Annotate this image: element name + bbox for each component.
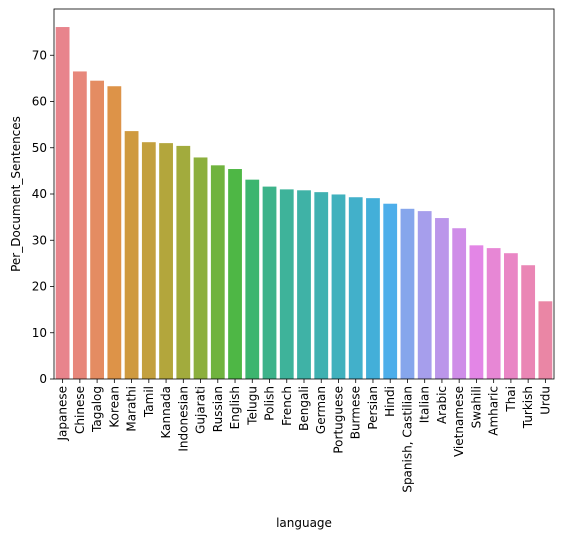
x-tick-label: English [228, 386, 242, 429]
y-tick-label: 60 [32, 95, 47, 109]
bar-1 [72, 71, 87, 379]
x-tick-label: German [314, 386, 328, 434]
bar-28 [538, 301, 553, 379]
y-tick-label: 0 [39, 372, 47, 386]
bar-12 [262, 186, 277, 379]
x-tick-label: Persian [366, 386, 380, 430]
bar-10 [228, 169, 242, 379]
x-tick-label: Indonesian [176, 386, 190, 452]
bar-24 [469, 245, 484, 379]
x-tick-label: Portuguese [331, 386, 345, 454]
bar-17 [348, 197, 363, 379]
bar-8 [193, 157, 208, 379]
bar-15 [314, 192, 329, 379]
bar-13 [279, 189, 294, 379]
bar-5 [141, 142, 156, 379]
bar-27 [521, 265, 536, 379]
x-tick-label: Italian [418, 386, 432, 423]
x-tick-label: Polish [263, 386, 277, 421]
bar-0 [55, 27, 70, 379]
x-tick-label: Bengali [297, 386, 311, 431]
x-tick-label: Tagalog [90, 386, 104, 433]
x-tick-label: Russian [211, 386, 225, 432]
bar-4 [124, 131, 139, 379]
x-axis-label: language [276, 516, 332, 530]
bars-group [55, 27, 553, 380]
x-tick-label: Arabic [435, 386, 449, 424]
x-tick-label: Spanish, Castilian [400, 386, 414, 493]
bar-3 [107, 86, 122, 380]
x-tick-label: Gujarati [194, 386, 208, 434]
y-tick-label: 10 [32, 326, 47, 340]
y-tick-label: 30 [32, 233, 47, 247]
y-tick-label: 70 [32, 48, 47, 62]
x-tick-label: Vietnamese [452, 386, 466, 457]
x-tick-label: Amharic [487, 386, 501, 436]
bar-26 [504, 253, 518, 379]
x-tick-label: Chinese [73, 386, 87, 434]
y-tick-label: 20 [32, 280, 47, 294]
y-tick-label: 40 [32, 187, 47, 201]
bar-20 [400, 208, 415, 379]
x-tick-label: Urdu [538, 386, 552, 415]
x-tick-label: Turkish [521, 386, 535, 429]
bar-19 [383, 203, 398, 379]
bar-18 [366, 198, 380, 379]
bar-14 [297, 190, 311, 379]
bar-9 [210, 165, 225, 379]
bar-21 [417, 211, 432, 379]
x-tick-label: Korean [107, 386, 121, 428]
x-tick-label: Hindi [383, 386, 397, 417]
y-axis: 0 10 20 30 40 50 60 70 [32, 48, 54, 386]
y-tick-label: 50 [32, 141, 47, 155]
x-tick-label: French [280, 386, 294, 426]
bar-23 [452, 228, 467, 379]
x-tick-label: Thai [504, 386, 518, 413]
bar-22 [435, 218, 449, 379]
y-axis-label: Per_Document_Sentences [9, 116, 23, 272]
x-tick-label: Tamil [142, 386, 156, 418]
bar-7 [176, 145, 191, 379]
bar-2 [90, 80, 104, 379]
bar-6 [159, 143, 173, 379]
bar-11 [245, 179, 260, 379]
x-axis: Japanese Chinese Tagalog Korean Marathi Tamil… [56, 379, 552, 493]
bar-16 [331, 194, 346, 379]
bar-25 [486, 248, 501, 379]
x-tick-label: Swahili [469, 386, 483, 428]
x-tick-label: Telugu [245, 386, 259, 426]
x-tick-label: Marathi [125, 386, 139, 432]
x-tick-label: Kannada [159, 386, 173, 439]
x-tick-label: Burmese [349, 386, 363, 439]
x-tick-label: Japanese [56, 386, 70, 442]
